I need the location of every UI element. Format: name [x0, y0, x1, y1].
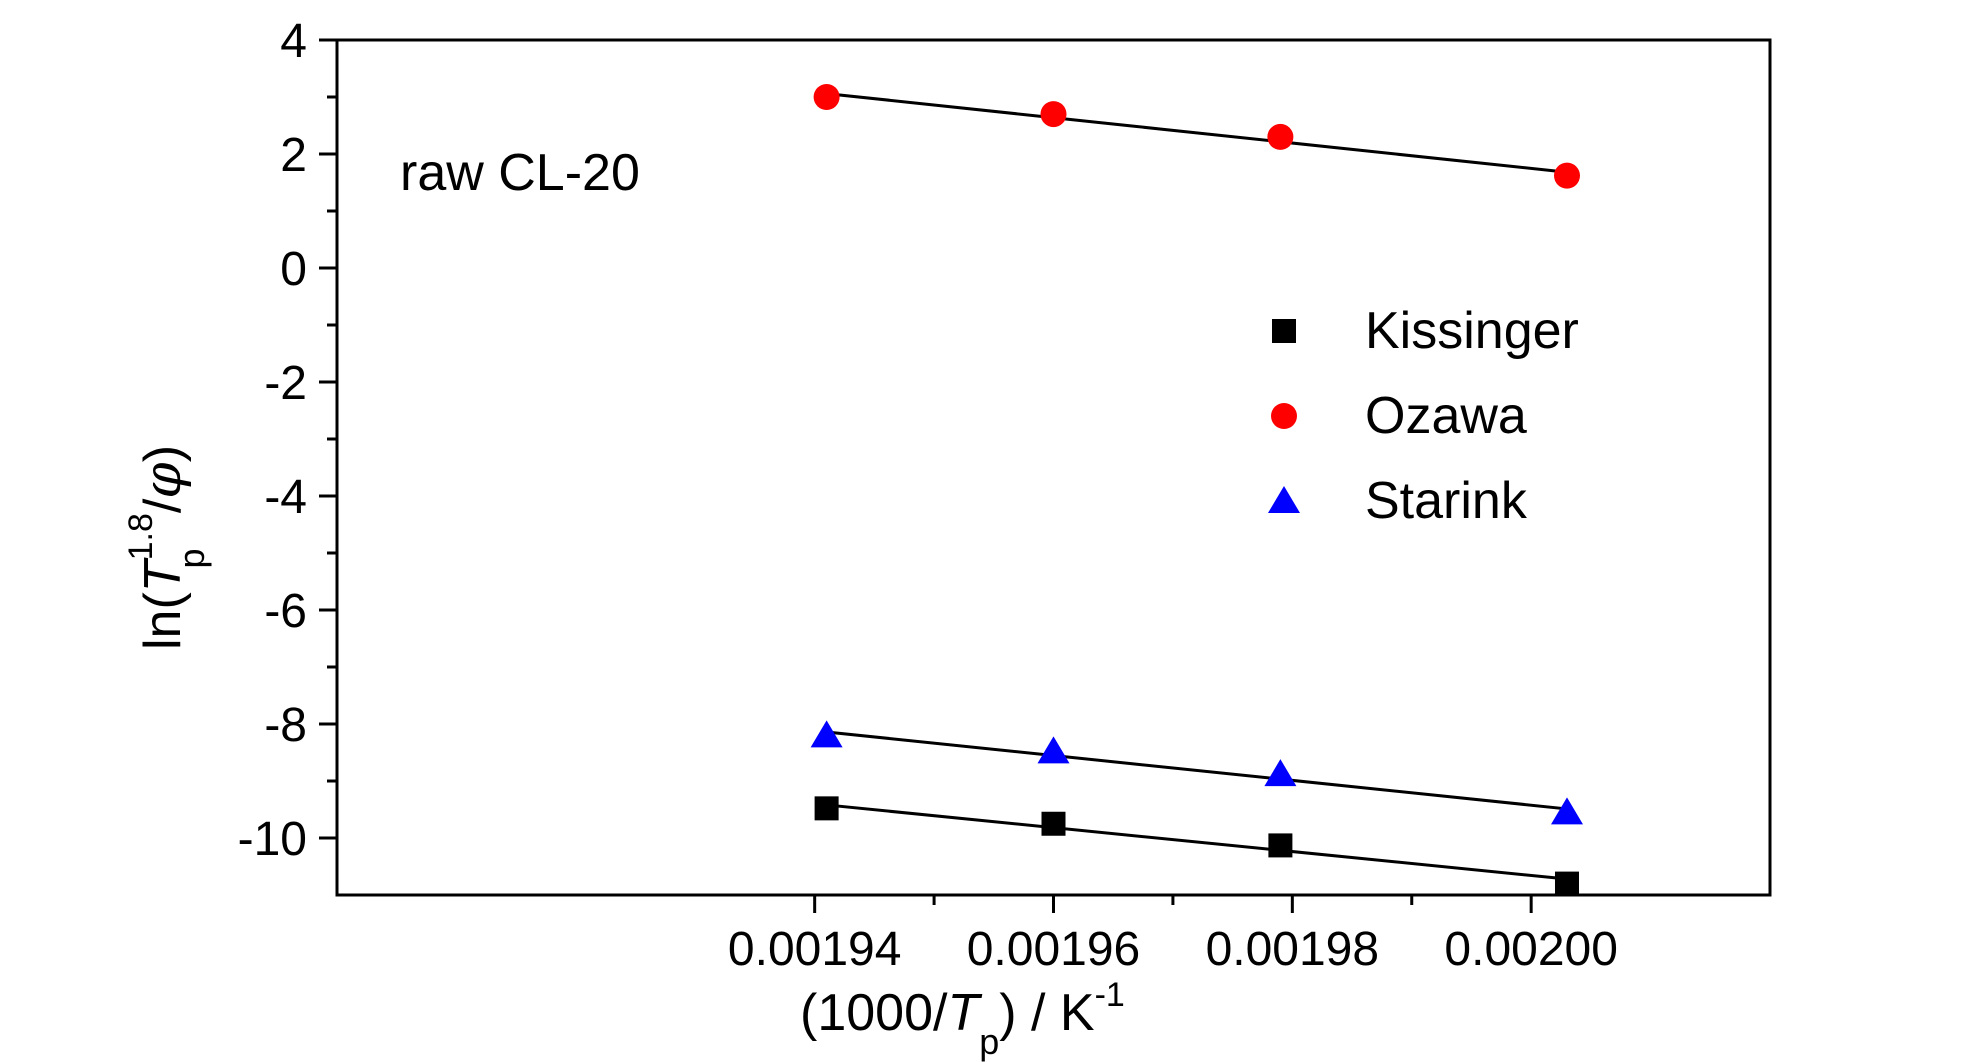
x-tick-label: 0.00200	[1444, 923, 1618, 976]
x-axis-label-sup: -1	[1095, 976, 1125, 1014]
y-axis-label-sub: p	[171, 548, 212, 568]
legend-marker-kissinger	[1272, 319, 1296, 343]
y-axis-label-sup: 1.8	[122, 513, 160, 560]
x-tick-label: 0.00198	[1206, 923, 1380, 976]
y-tick-label: 0	[280, 243, 307, 296]
y-axis-label: ln(Tp 1.8/φ)	[122, 445, 212, 650]
annotation-raw-cl20: raw CL-20	[400, 144, 640, 202]
y-axis-label-slash: /	[134, 498, 192, 513]
data-point-starink	[1264, 759, 1297, 787]
tick-labels: 0.00194 0.00196 0.00198 0.00200 4 2 0 -2 -4 -6 -8 -…	[238, 15, 1618, 976]
tick-marks	[319, 38, 1533, 913]
fit-line-ozawa	[826, 92, 1568, 174]
x-axis-label-var: T	[947, 984, 982, 1042]
y-tick-label: 2	[280, 129, 307, 182]
y-axis-label-var: T	[134, 557, 192, 592]
data-point-kissinger	[1554, 871, 1579, 896]
fit-lines	[826, 92, 1568, 881]
data-point-kissinger	[814, 796, 839, 821]
x-tick-label: 0.00196	[967, 923, 1141, 976]
legend-marker-ozawa	[1271, 403, 1297, 429]
y-tick-label: -8	[264, 699, 307, 752]
legend-label-ozawa: Ozawa	[1365, 387, 1527, 445]
data-point-ozawa	[1553, 162, 1580, 189]
legend-marker-starink	[1268, 486, 1300, 513]
legend-label-starink: Starink	[1365, 472, 1528, 530]
data-point-starink	[810, 720, 843, 748]
x-axis-label: (1000/Tp) / K-1	[800, 976, 1125, 1062]
y-tick-label: -10	[238, 813, 307, 866]
fit-line-kissinger	[826, 803, 1568, 881]
plot-frame	[335, 38, 1772, 897]
data-point-ozawa	[813, 84, 840, 110]
x-axis-label-suffix: ) / K	[999, 984, 1095, 1042]
legend-markers	[1268, 319, 1300, 513]
legend-label-kissinger: Kissinger	[1365, 302, 1579, 360]
y-tick-label: -2	[264, 357, 307, 410]
x-axis-label-sub: p	[979, 1021, 999, 1062]
data-point-ozawa	[1267, 123, 1294, 150]
y-axis-label-phi: φ	[133, 462, 193, 499]
data-point-kissinger	[1041, 811, 1066, 836]
y-axis-label-prefix: ln(	[134, 592, 192, 650]
data-point-starink	[1550, 797, 1583, 825]
y-tick-label: -4	[264, 471, 307, 524]
x-tick-label: 0.00194	[728, 923, 902, 976]
fit-line-starink	[826, 730, 1568, 811]
data-points	[810, 84, 1583, 896]
y-axis-label-suffix: )	[134, 445, 192, 462]
data-point-kissinger	[1268, 833, 1293, 858]
y-tick-label: 4	[280, 15, 307, 68]
data-point-starink	[1037, 736, 1070, 764]
legend: Kissinger Ozawa Starink	[1268, 302, 1579, 530]
data-point-ozawa	[1040, 101, 1067, 128]
x-axis-label-prefix: (1000/	[800, 984, 948, 1042]
y-tick-label: -6	[264, 585, 307, 638]
